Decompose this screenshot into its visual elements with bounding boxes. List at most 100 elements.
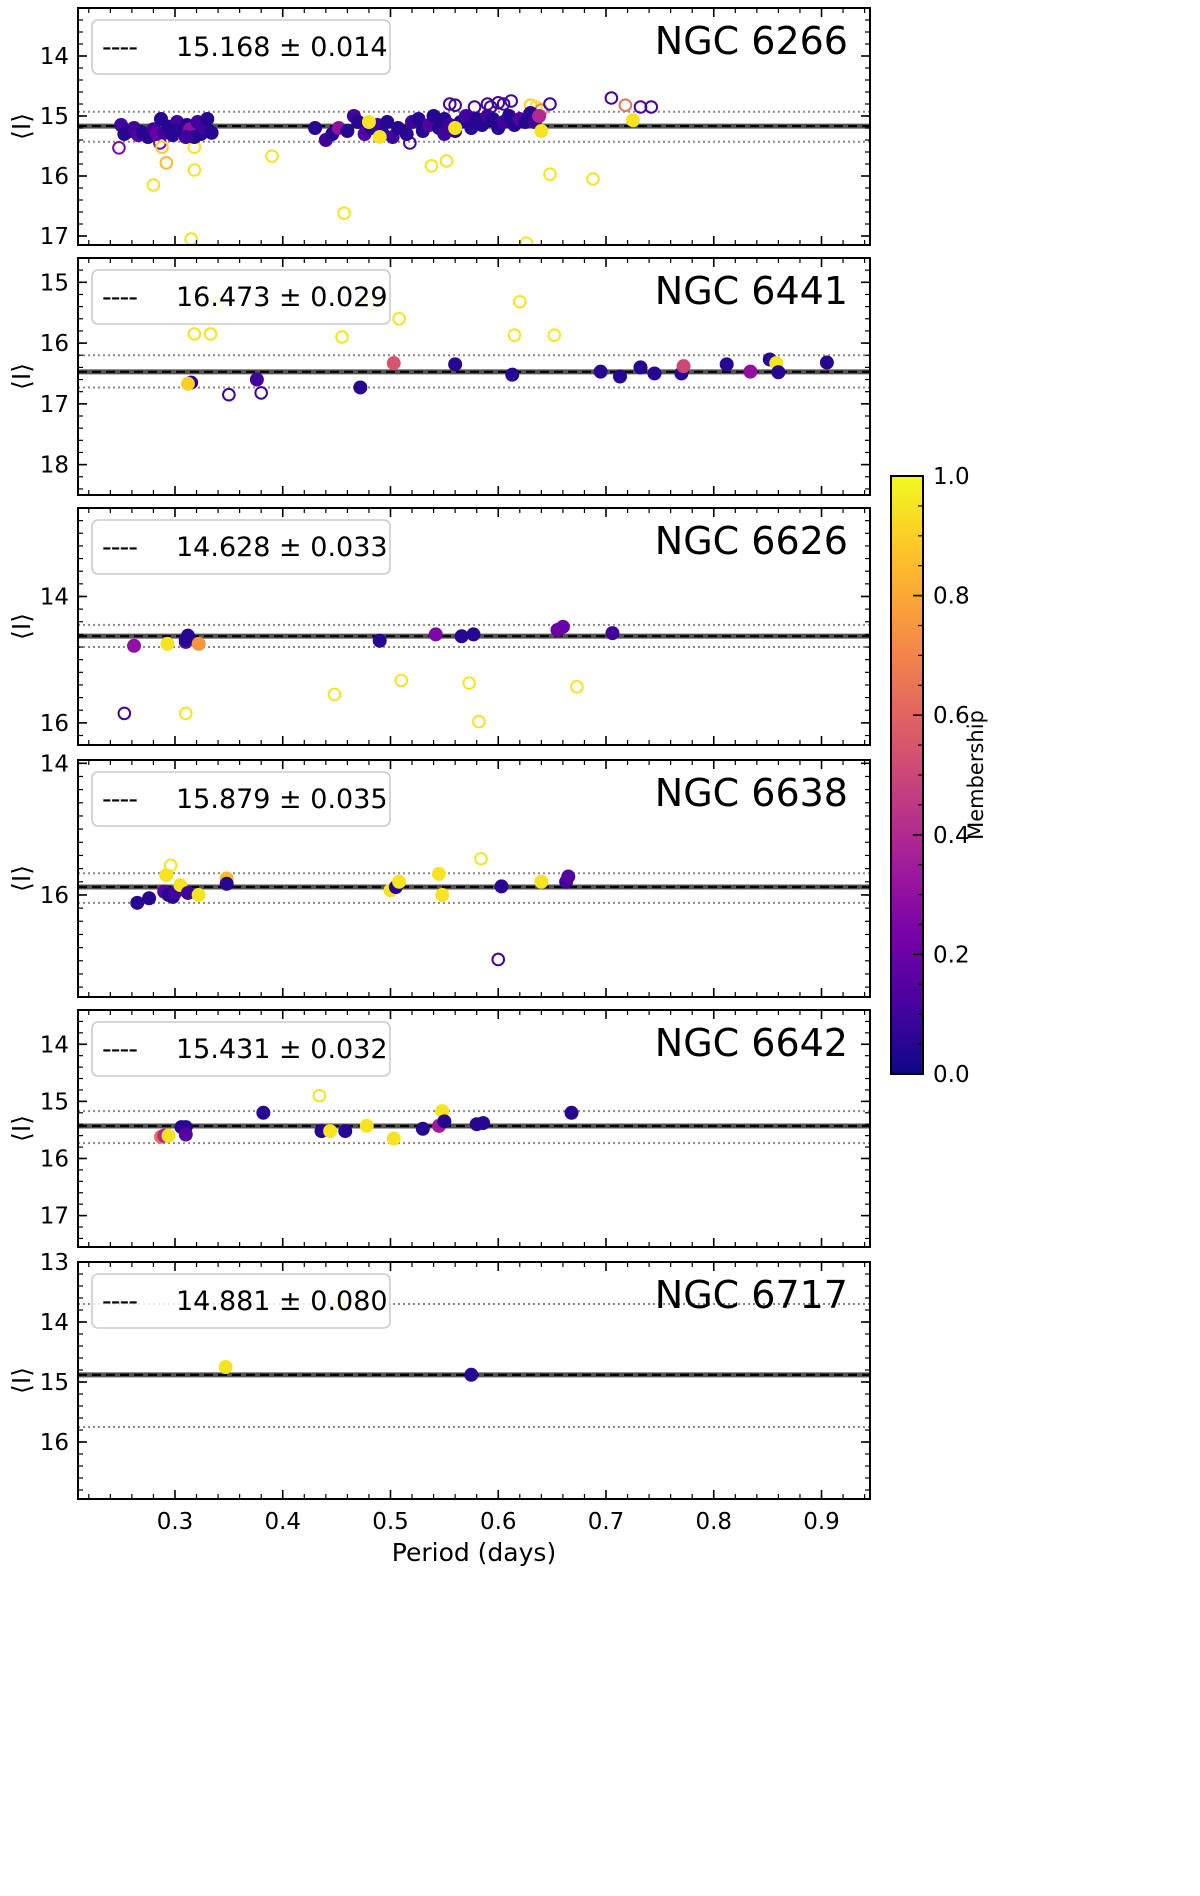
panel-ngc-6638: 14 16⟨I⟩ ---- 15.879 ± 0.035 NGC 6638	[7, 751, 871, 998]
data-point-open	[392, 311, 406, 326]
data-point-open	[184, 232, 198, 245]
legend-line-sample: ----	[102, 282, 137, 313]
data-point	[142, 891, 157, 906]
panel-ngc-6626: 14 16 ⟨I⟩ ---- 14.628 ± 0.033 NGC 6626	[7, 507, 871, 746]
data-point	[532, 109, 547, 123]
data-point-open	[265, 149, 279, 163]
data-point	[428, 627, 443, 642]
legend-line-sample: ----	[102, 532, 137, 563]
y-tick-label: 16	[40, 711, 69, 737]
legend: ---- 16.473 ± 0.029	[91, 269, 391, 325]
data-point	[178, 1127, 193, 1142]
y-tick-label: 13	[40, 1250, 69, 1276]
y-axis-label: ⟨I⟩	[7, 363, 36, 390]
data-point-open	[203, 327, 218, 341]
data-point-open	[442, 97, 457, 111]
panel-plot-area	[78, 91, 870, 245]
data-point-open	[112, 141, 126, 155]
data-point	[399, 127, 414, 141]
legend: ---- 15.879 ± 0.035	[91, 771, 391, 827]
data-point	[372, 633, 387, 648]
y-axis-label: ⟨I⟩	[7, 1367, 36, 1394]
colorbar-tick-label: 0.6	[933, 703, 970, 729]
cluster-name: NGC 6717	[655, 1273, 848, 1317]
data-point-open	[570, 680, 584, 694]
data-point	[435, 887, 450, 902]
panel-plot-area	[78, 619, 870, 729]
data-point	[340, 124, 355, 138]
data-point-open	[117, 706, 132, 721]
y-tick-label: 16	[40, 1430, 69, 1456]
cluster-name: NGC 6626	[655, 519, 848, 563]
data-point	[534, 874, 549, 889]
colorbar-tick-label: 0.0	[933, 1062, 970, 1088]
data-point	[464, 1367, 479, 1382]
x-tick-label: 0.8	[695, 1509, 732, 1535]
data-point	[431, 866, 446, 881]
data-point	[448, 121, 463, 135]
panel-frame	[77, 7, 871, 246]
data-point-open	[146, 178, 161, 192]
data-point-open	[178, 706, 193, 721]
data-point	[127, 638, 142, 653]
data-point	[180, 376, 195, 391]
data-point	[180, 628, 195, 643]
y-tick-label: 16	[40, 331, 69, 357]
data-point	[605, 626, 620, 641]
data-point	[534, 124, 549, 138]
data-point	[161, 1128, 176, 1143]
data-point-open	[448, 98, 462, 112]
data-point	[191, 887, 206, 902]
y-axis-label: ⟨I⟩	[7, 113, 36, 140]
data-point	[392, 874, 407, 889]
data-point-open	[618, 98, 633, 112]
cluster-name: NGC 6642	[655, 1021, 848, 1065]
data-point	[448, 357, 463, 372]
data-point	[167, 124, 182, 138]
data-point-open	[312, 1088, 327, 1103]
data-point-open	[155, 140, 169, 154]
legend-line-sample: ----	[102, 1286, 137, 1317]
legend-box	[91, 19, 391, 75]
legend: ---- 15.431 ± 0.032	[91, 1021, 391, 1077]
data-point-open	[222, 387, 236, 402]
data-point	[219, 876, 234, 891]
y-axis-label: ⟨I⟩	[7, 1115, 36, 1142]
y-tick-label: 15	[40, 1089, 69, 1115]
legend-label: 14.881 ± 0.080	[176, 1286, 388, 1317]
data-point	[130, 895, 145, 910]
legend-label: 15.879 ± 0.035	[176, 784, 388, 815]
x-tick-label: 0.7	[588, 1509, 625, 1535]
panel-frame	[77, 1009, 871, 1248]
data-point	[159, 868, 174, 883]
panel-plot-area	[78, 851, 870, 967]
data-point-open	[504, 94, 518, 108]
data-point	[555, 619, 570, 634]
data-point	[338, 1124, 353, 1139]
data-point	[204, 125, 219, 140]
data-point	[437, 1114, 452, 1129]
data-point	[625, 113, 640, 128]
y-tick-label: 16	[40, 1146, 69, 1172]
data-point-open	[159, 156, 174, 170]
y-tick-label: 14	[40, 751, 69, 777]
data-point-open	[472, 714, 486, 729]
data-point	[256, 1105, 271, 1120]
colorbar-tick-label: 0.2	[933, 942, 970, 968]
data-point	[178, 130, 193, 144]
data-point-open	[491, 952, 506, 967]
panel-frame	[77, 759, 871, 998]
panel-plot-area	[78, 1297, 870, 1428]
data-point-open	[543, 97, 557, 111]
legend-box	[91, 1273, 391, 1329]
legend-box	[91, 771, 391, 827]
data-point	[719, 357, 734, 372]
data-point	[386, 356, 401, 371]
data-point-open	[187, 163, 202, 177]
colorbar-tick-label: 0.4	[933, 823, 970, 849]
data-point-open	[424, 159, 439, 173]
panel-plot-area	[78, 1088, 870, 1146]
data-point	[819, 355, 834, 370]
